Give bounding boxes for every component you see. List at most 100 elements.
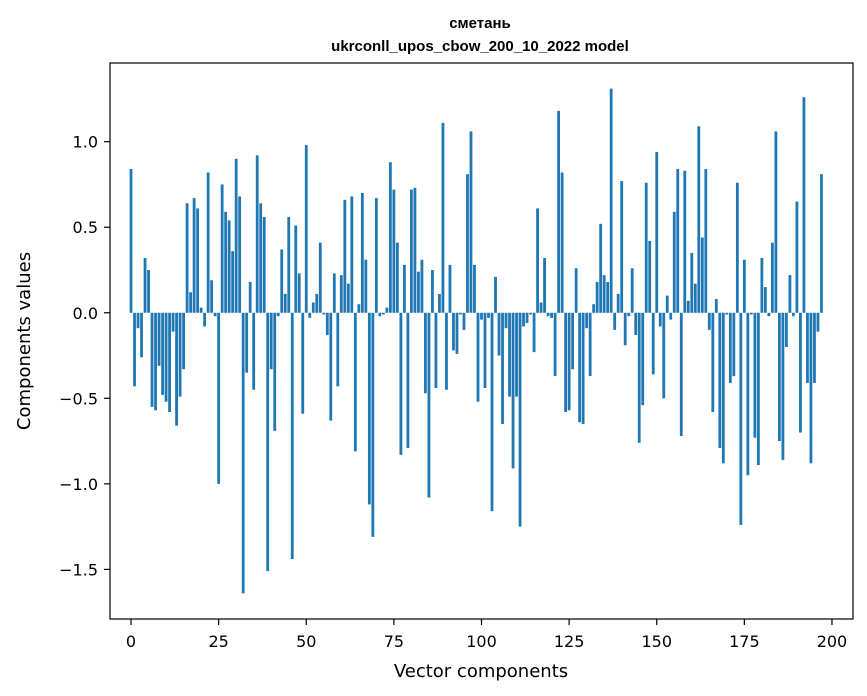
bar-77 <box>399 312 403 455</box>
bar-136 <box>606 281 610 313</box>
bar-78 <box>402 264 406 313</box>
bar-162 <box>697 126 701 313</box>
bar-18 <box>192 198 196 313</box>
bar-90 <box>445 312 448 390</box>
bar-81 <box>413 187 417 313</box>
bar-176 <box>746 312 750 476</box>
bar-86 <box>431 270 434 313</box>
bar-161 <box>693 283 697 313</box>
bar-133 <box>595 281 599 313</box>
bar-82 <box>417 271 420 313</box>
bar-53 <box>315 293 319 313</box>
bar-31 <box>238 196 242 313</box>
bar-144 <box>634 312 638 336</box>
bar-125 <box>567 312 571 411</box>
bar-94 <box>459 312 462 315</box>
bar-150 <box>655 151 659 313</box>
bar-116 <box>536 208 539 313</box>
bar-45 <box>287 216 291 313</box>
bar-196 <box>816 312 820 332</box>
bar-47 <box>294 225 298 313</box>
y-tick-label: 1.0 <box>73 133 98 152</box>
bar-48 <box>297 273 301 313</box>
y-axis-ticks: −1.5 −1.0 −0.5 0.0 0.5 1.0 <box>59 133 110 579</box>
bar-193 <box>806 312 809 383</box>
bar-165 <box>707 312 711 330</box>
bar-182 <box>767 312 771 317</box>
bar-137 <box>609 88 613 313</box>
y-tick-label: −0.5 <box>59 389 98 408</box>
x-tick-label: 100 <box>466 632 497 651</box>
bar-36 <box>255 155 259 313</box>
bar-104 <box>494 276 497 313</box>
bar-178 <box>753 312 757 438</box>
bar-25 <box>217 312 221 484</box>
x-tick-label: 25 <box>208 632 228 651</box>
bar-26 <box>220 184 224 313</box>
bar-107 <box>504 312 508 329</box>
bar-16 <box>185 203 189 313</box>
bar-57 <box>329 312 333 421</box>
bar-61 <box>343 199 347 313</box>
bar-97 <box>469 131 473 313</box>
bar-92 <box>452 312 455 351</box>
bar-44 <box>283 293 287 313</box>
bar-129 <box>581 312 585 424</box>
bar-8 <box>157 312 161 366</box>
bar-172 <box>732 312 736 377</box>
bar-37 <box>259 203 263 313</box>
bar-103 <box>490 312 494 512</box>
bar-194 <box>809 312 813 464</box>
bar-190 <box>795 201 799 313</box>
bar-109 <box>511 312 515 469</box>
bar-106 <box>501 312 504 424</box>
bar-155 <box>672 211 676 313</box>
bar-22 <box>206 172 210 313</box>
bar-40 <box>269 312 273 370</box>
bar-71 <box>378 312 382 317</box>
bar-138 <box>613 312 617 330</box>
bar-46 <box>290 312 294 560</box>
bar-42 <box>276 312 280 317</box>
bar-123 <box>560 172 564 313</box>
bar-147 <box>644 182 648 313</box>
bar-6 <box>150 312 154 407</box>
bar-55 <box>322 312 326 315</box>
bar-120 <box>550 312 553 318</box>
bar-134 <box>599 223 603 313</box>
bar-189 <box>792 312 795 317</box>
bar-73 <box>385 307 389 313</box>
bar-24 <box>213 312 217 317</box>
bar-118 <box>543 258 546 313</box>
bar-63 <box>350 196 354 313</box>
bar-179 <box>756 312 760 466</box>
bar-32 <box>241 312 245 594</box>
bar-28 <box>227 220 231 313</box>
bar-148 <box>648 240 652 313</box>
bar-169 <box>721 312 725 464</box>
bar-11 <box>168 312 171 412</box>
bar-105 <box>497 312 501 356</box>
bar-1 <box>133 312 136 387</box>
bar-183 <box>770 242 774 313</box>
bar-102 <box>487 312 490 318</box>
bar-95 <box>462 312 466 330</box>
bar-114 <box>529 312 532 315</box>
bar-80 <box>410 189 413 313</box>
bar-167 <box>714 299 718 313</box>
bar-33 <box>245 312 249 373</box>
bar-119 <box>546 312 550 317</box>
bar-74 <box>388 162 392 313</box>
bar-121 <box>553 312 557 377</box>
bar-70 <box>374 198 378 313</box>
bar-184 <box>774 131 778 313</box>
bar-52 <box>311 302 315 313</box>
bar-23 <box>210 280 214 313</box>
bar-38 <box>262 216 266 313</box>
x-tick-label: 200 <box>817 632 848 651</box>
y-tick-label: −1.0 <box>59 475 98 494</box>
bar-83 <box>420 259 424 313</box>
x-axis-label: Vector components <box>394 661 568 682</box>
